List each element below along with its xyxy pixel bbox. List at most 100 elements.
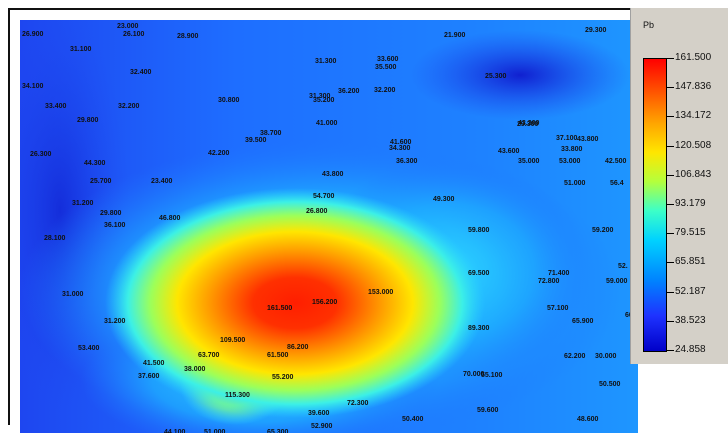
sample-point-label: 57.100 [547, 305, 569, 312]
sample-point-label: 35.200 [313, 97, 335, 104]
sample-point-label: 115.300 [225, 392, 250, 399]
legend-tick-mark [667, 87, 674, 89]
sample-point-label: 39.600 [308, 410, 330, 417]
legend-tick-label: 52.187 [675, 285, 706, 297]
sample-point-label: 21.900 [444, 32, 466, 39]
sample-point-label: 54.700 [313, 193, 335, 200]
legend-title: Pb [643, 20, 655, 30]
sample-point-label: 61.500 [267, 352, 289, 359]
low-pb-zone-northeast [410, 30, 630, 120]
sample-point-label: 59.600 [477, 407, 499, 414]
sample-point-label: 31.200 [104, 318, 126, 325]
sample-point-label: 65.300 [267, 429, 289, 433]
legend-tick-mark [667, 262, 674, 264]
sample-point-label: 43.300 [518, 120, 540, 127]
sample-point-label: 29.300 [585, 27, 607, 34]
legend-tick-label: 93.179 [675, 198, 706, 209]
sample-point-label: 41.000 [316, 120, 338, 127]
sample-point-label: 41.600 [390, 139, 412, 146]
sample-point-label: 26.800 [306, 208, 328, 215]
sample-point-label: 51.000 [204, 429, 226, 433]
sample-point-label: 42.200 [208, 150, 230, 157]
sample-point-label: 29.800 [100, 210, 122, 217]
sample-point-label: 38.000 [184, 366, 206, 373]
sample-point-label: 31.300 [315, 58, 337, 65]
legend-tick-mark [667, 233, 674, 235]
sample-point-label: 43.800 [577, 136, 599, 143]
sample-point-label: 26.100 [123, 31, 145, 38]
legend-tick-mark [667, 58, 674, 59]
sample-point-label: 72.300 [347, 400, 369, 407]
sample-point-label: 48.600 [577, 416, 599, 423]
sample-point-label: 30.000 [595, 353, 617, 360]
sample-point-label: 70.000 [463, 371, 485, 378]
sample-point-label: 69.500 [468, 270, 490, 277]
legend-tick-mark [667, 291, 674, 293]
map-frame: 26.900 23.000 26.100 28.900 31.100 32.400 34.1… [8, 8, 638, 433]
sample-point-label: 63.700 [198, 352, 220, 359]
sample-point-label: 36.200 [338, 88, 360, 95]
sample-point-label: 44.100 [164, 429, 186, 433]
sample-point-label: 34.300 [389, 145, 411, 152]
sample-point-label: 50.500 [599, 381, 621, 388]
sample-point-label: 56.4 [610, 180, 624, 187]
sample-point-label: 32.400 [130, 69, 152, 76]
sample-point-label: 28.900 [177, 33, 199, 40]
sample-point-label: 52. [618, 263, 628, 270]
sample-point-label: 59.200 [592, 227, 614, 234]
sample-point-label: 31.100 [70, 46, 92, 53]
sample-point-label: 71.400 [548, 270, 570, 277]
sample-point-label: 25.700 [90, 178, 112, 185]
sample-point-label: 89.300 [468, 325, 490, 332]
legend-tick-label: 79.515 [675, 227, 706, 239]
sample-point-label: 109.500 [220, 337, 245, 344]
sample-point-label: 37.100 [556, 135, 578, 142]
legend-tick-mark [667, 320, 674, 322]
sample-point-label: 53.400 [78, 345, 100, 352]
legend-tick-label: 120.508 [675, 139, 712, 151]
pb-hotspot [105, 188, 485, 418]
legend-tick-label: 147.836 [675, 81, 712, 93]
sample-point-label: 42.500 [605, 158, 627, 165]
sample-point-label: 59.800 [468, 227, 490, 234]
legend-tick-mark [667, 174, 674, 176]
sample-point-label: 29.800 [77, 117, 99, 124]
sample-point-label: 44.300 [84, 160, 106, 167]
sample-point-label: 31.300 [309, 93, 331, 100]
sample-point-label: 33.800 [561, 146, 583, 153]
sample-point-label: 43.800 [322, 171, 344, 178]
sample-point-label: 53.000 [559, 158, 581, 165]
sample-point-label: 50.400 [402, 416, 424, 423]
sample-point-label: 31.200 [72, 200, 94, 207]
legend-tick-label: 24.858 [675, 344, 706, 355]
sample-point-label: 35.000 [518, 158, 540, 165]
legend-panel: Pb 161.500 147.836 134.172 120.508 106.843 93… [630, 8, 728, 364]
sample-point-label: 28.100 [44, 235, 66, 242]
legend-tick-label: 161.500 [675, 52, 712, 63]
sample-point-label: 161.500 [267, 305, 292, 312]
sample-point-label: 41.500 [143, 360, 165, 367]
sample-point-label: 36.100 [104, 222, 126, 229]
sample-point-label: 62.200 [564, 353, 586, 360]
sample-point-label: 25.300 [485, 73, 507, 80]
sample-point-label: 33.400 [45, 103, 67, 110]
sample-point-label: 46.800 [159, 215, 181, 222]
legend-tick-mark [667, 204, 674, 205]
sample-point-label: 65.900 [572, 318, 594, 325]
sample-point-label: 49.300 [433, 196, 455, 203]
sample-point-label: 34.100 [22, 83, 44, 90]
sample-point-label: 23.000 [117, 23, 139, 30]
sample-point-label: 32.200 [374, 87, 396, 94]
sample-point-label: 153.000 [368, 289, 393, 296]
color-ramp [643, 58, 667, 352]
sample-point-label: 26.900 [22, 31, 44, 38]
sample-point-label: 37.600 [138, 373, 160, 380]
sample-point-label: 35.500 [375, 64, 397, 71]
sample-point-label: 55.200 [272, 374, 294, 381]
sample-point-label: 29.300 [517, 121, 539, 128]
sample-point-label: 52.900 [311, 423, 333, 430]
sample-point-label: 36.300 [396, 158, 418, 165]
sample-point-label: 43.600 [498, 148, 520, 155]
